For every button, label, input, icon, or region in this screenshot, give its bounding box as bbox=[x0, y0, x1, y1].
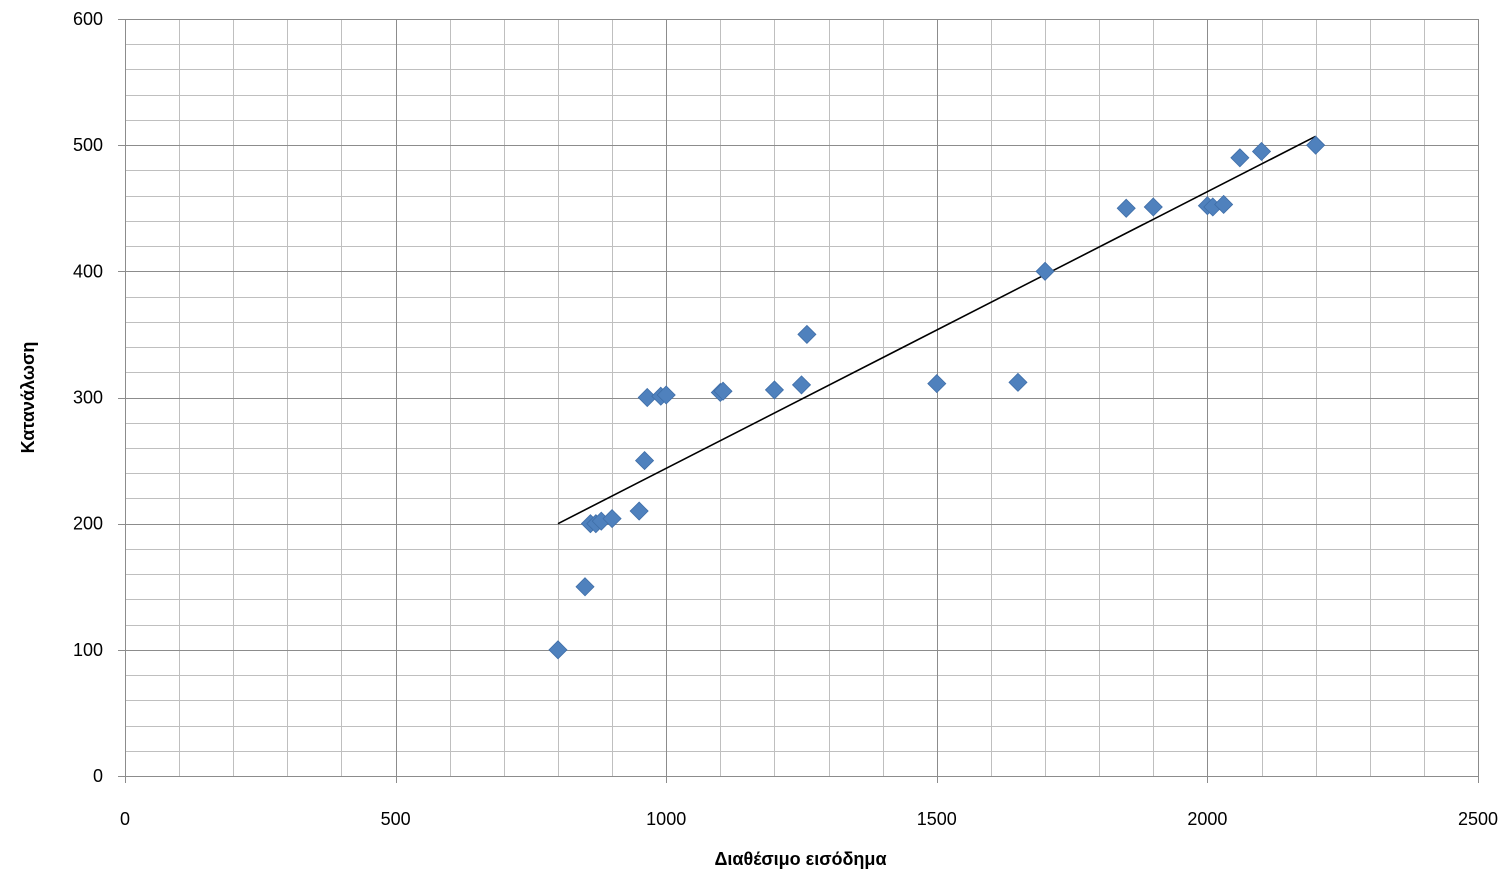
data-point bbox=[629, 501, 649, 521]
trendline bbox=[557, 135, 1317, 525]
y-tick-label: 400 bbox=[73, 261, 103, 281]
data-point bbox=[548, 640, 568, 660]
x-tick-label: 500 bbox=[381, 809, 411, 829]
data-point bbox=[1306, 135, 1326, 155]
data-point bbox=[1008, 372, 1028, 392]
data-point bbox=[1116, 198, 1136, 218]
data-point bbox=[602, 509, 622, 529]
data-point bbox=[764, 380, 785, 400]
data-point bbox=[791, 375, 812, 395]
major-gridlines bbox=[125, 19, 1479, 777]
data-point bbox=[1214, 194, 1234, 215]
data-point bbox=[575, 577, 595, 597]
x-axis-title: Διαθέσιμο εισόδημα bbox=[714, 849, 886, 869]
data-point bbox=[656, 385, 676, 405]
data-point bbox=[634, 451, 655, 471]
data-point bbox=[1251, 141, 1272, 162]
x-tick-label: 2000 bbox=[1187, 809, 1227, 829]
x-tick-label: 2500 bbox=[1458, 809, 1498, 829]
y-tick-label: 600 bbox=[73, 9, 103, 29]
x-tick-label: 1500 bbox=[917, 809, 957, 829]
x-axis-tick-labels: 0 500 1000 1500 2000 2500 bbox=[120, 809, 1498, 829]
x-tick-label: 0 bbox=[120, 809, 130, 829]
minor-gridlines bbox=[125, 19, 1478, 776]
y-tick-label: 500 bbox=[73, 135, 103, 155]
axis-lines bbox=[118, 19, 1479, 783]
data-points bbox=[548, 135, 1326, 660]
data-point bbox=[1035, 261, 1055, 281]
y-axis-tick-labels: 0 100 200 300 400 500 600 bbox=[73, 9, 103, 786]
y-tick-label: 300 bbox=[73, 388, 103, 408]
y-tick-label: 200 bbox=[73, 514, 103, 534]
data-point bbox=[1143, 197, 1163, 217]
y-tick-label: 100 bbox=[73, 640, 103, 660]
x-tick-label: 1000 bbox=[646, 809, 686, 829]
data-point bbox=[927, 374, 947, 394]
data-point bbox=[797, 324, 817, 344]
data-point bbox=[1230, 148, 1250, 168]
y-axis-title: Κατανάλωση bbox=[18, 342, 38, 454]
y-tick-label: 0 bbox=[93, 766, 103, 786]
data-point bbox=[713, 381, 733, 401]
